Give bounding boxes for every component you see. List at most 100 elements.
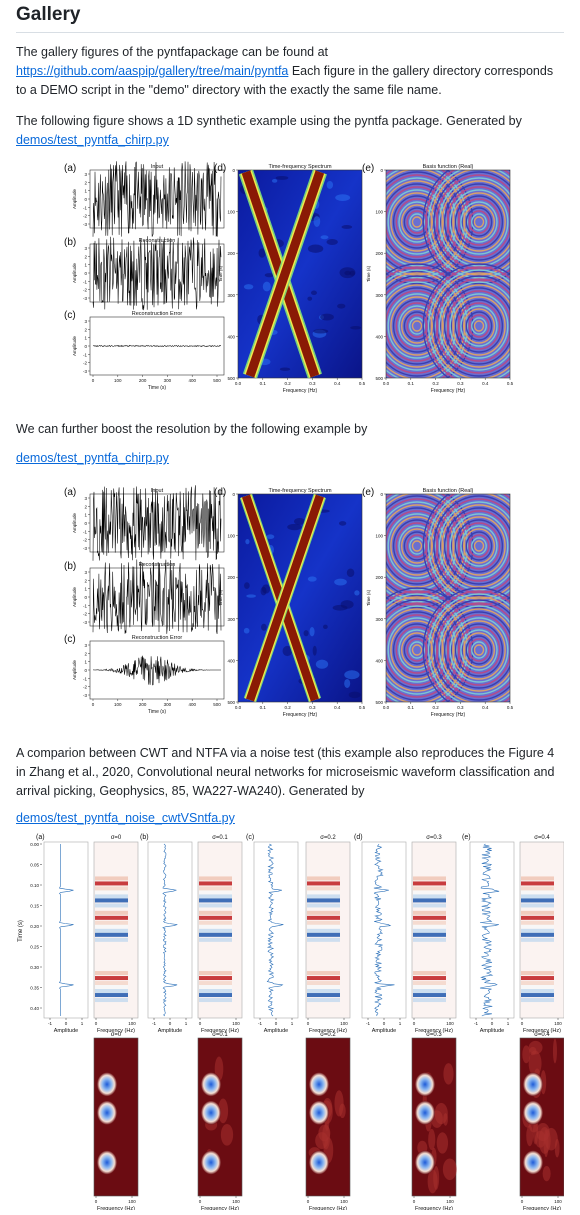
- basis-ring: [395, 302, 439, 350]
- cwt-band: [521, 998, 554, 1003]
- cwt-band: [307, 915, 340, 920]
- basis-ring: [449, 513, 509, 579]
- figure-2: Input (a) 3 2 1 0 -1 -2 -3 Amplitude Reconstructio…: [16, 482, 564, 732]
- tf-noise-blob: [346, 568, 355, 578]
- cwt-band: [95, 932, 128, 937]
- cwt-band: [95, 924, 128, 929]
- freq-tick-label: 0.2: [284, 705, 291, 710]
- figure-1-demo-link[interactable]: demos/test_pyntfa_chirp.py: [16, 133, 169, 147]
- figure-2-demo-link[interactable]: demos/test_pyntfa_chirp.py: [16, 451, 169, 465]
- amp-tick-label: 1: [84, 660, 87, 665]
- basis-ring: [386, 275, 463, 377]
- time-tick-label: 200: [375, 575, 383, 580]
- cwt-band: [307, 985, 340, 990]
- cwt-band: [95, 993, 128, 998]
- time-tick-label: 0.25: [30, 945, 39, 950]
- amplitude-tick-label: 1: [507, 1021, 510, 1026]
- amp-tick-label: 3: [84, 172, 87, 177]
- freq-tick-label: 0.1: [408, 705, 415, 710]
- amp-tick-label: -3: [83, 296, 87, 301]
- basis-ring: [390, 620, 444, 680]
- tf-noise-blob: [337, 303, 346, 309]
- xlabel-frequency: Frequency (Hz): [431, 388, 466, 394]
- panel-label: (d): [354, 834, 363, 841]
- freq-tick-label: 0: [307, 1021, 310, 1026]
- basis-ring: [422, 170, 510, 285]
- xlabel-frequency: Frequency (Hz): [283, 388, 318, 394]
- amp-tick-label: 0: [84, 595, 87, 600]
- sigma-label: σ=0.2: [320, 835, 336, 841]
- basis-ring: [386, 614, 450, 686]
- amp-tick-label: -1: [83, 352, 87, 357]
- ntfa-energy-blob: [415, 1100, 435, 1125]
- cwt-band: [307, 976, 340, 981]
- freq-tick-label: 0.1: [408, 381, 415, 386]
- cwt-band: [307, 928, 340, 933]
- figure-3-demo-link[interactable]: demos/test_pyntfa_noise_cwtVSntfa.py: [16, 811, 235, 825]
- cwt-band: [307, 993, 340, 998]
- cwt-band: [307, 910, 340, 915]
- cwt-band: [95, 903, 128, 908]
- basis-ring: [401, 528, 434, 564]
- gallery-repo-link[interactable]: https://github.com/aaspip/gallery/tree/m…: [16, 64, 289, 78]
- basis-ring: [386, 501, 458, 591]
- cwt-band: [199, 985, 232, 990]
- freq-tick-label: 0: [521, 1021, 524, 1026]
- cwt-band: [413, 920, 446, 925]
- cwt-band: [95, 998, 128, 1003]
- xlabel-frequency: Frequency (Hz): [431, 712, 466, 718]
- time-tick-label: 100: [375, 534, 383, 539]
- basis-ring: [403, 207, 431, 237]
- amp-tick-label: 0: [84, 521, 87, 526]
- basis-ring: [454, 623, 504, 677]
- basis-ring: [471, 317, 487, 335]
- xlabel-time: Time (s): [148, 385, 166, 391]
- ylabel-time: Time (s): [218, 589, 223, 606]
- time-tick-label: 400: [188, 702, 196, 707]
- amp-tick-label: 0: [84, 271, 87, 276]
- amp-tick-label: 2: [84, 254, 87, 259]
- tf-noise-blob: [303, 630, 309, 637]
- panel-title: Basis function (Real): [423, 164, 474, 170]
- xlabel-frequency: Frequency (Hz): [309, 1206, 347, 1210]
- amplitude-trace: [266, 843, 284, 1017]
- cwt-band: [307, 920, 340, 925]
- basis-ring: [387, 617, 447, 683]
- tf-noise-blob: [287, 523, 302, 531]
- time-tick-label: 0.10: [30, 883, 39, 888]
- panel-title: Reconstruction: [139, 238, 176, 244]
- waveform-trace: [92, 236, 222, 311]
- time-tick-label: 0: [92, 378, 95, 383]
- cwt-band: [95, 981, 128, 986]
- ylabel-time: Time (s): [366, 265, 371, 282]
- cwt-band: [307, 886, 340, 891]
- xlabel-frequency: Frequency (Hz): [523, 1028, 561, 1034]
- freq-tick-label: 0.2: [432, 381, 439, 386]
- xlabel-amplitude: Amplitude: [158, 1028, 182, 1034]
- cwt-band: [413, 881, 446, 886]
- tf-noise-blob: [344, 270, 351, 276]
- cwt-band: [199, 932, 232, 937]
- tf-noise-blob: [313, 216, 321, 228]
- basis-ring: [386, 494, 471, 606]
- amp-tick-label: 3: [84, 570, 87, 575]
- freq-tick-label: 0.0: [235, 381, 242, 386]
- amp-tick-label: 3: [84, 496, 87, 501]
- tf-noise-blob: [341, 225, 353, 229]
- cwt-band: [521, 898, 554, 903]
- panel-label: (d): [214, 163, 226, 174]
- ntfa-energy-blob: [309, 1072, 329, 1097]
- panel-label: (c): [64, 310, 76, 321]
- basis-pattern: [386, 170, 510, 378]
- amp-tick-label: 1: [84, 513, 87, 518]
- xlabel-amplitude: Amplitude: [372, 1028, 396, 1034]
- basis-ring: [395, 626, 439, 674]
- freq-tick-label: 0: [413, 1021, 416, 1026]
- basis-ring: [438, 281, 510, 371]
- cwt-band: [521, 989, 554, 994]
- time-tick-label: 400: [227, 658, 235, 663]
- basis-ring: [430, 596, 510, 702]
- time-tick-label: 0.35: [30, 986, 39, 991]
- tf-noise-blob: [261, 623, 267, 631]
- basis-ring: [386, 608, 455, 692]
